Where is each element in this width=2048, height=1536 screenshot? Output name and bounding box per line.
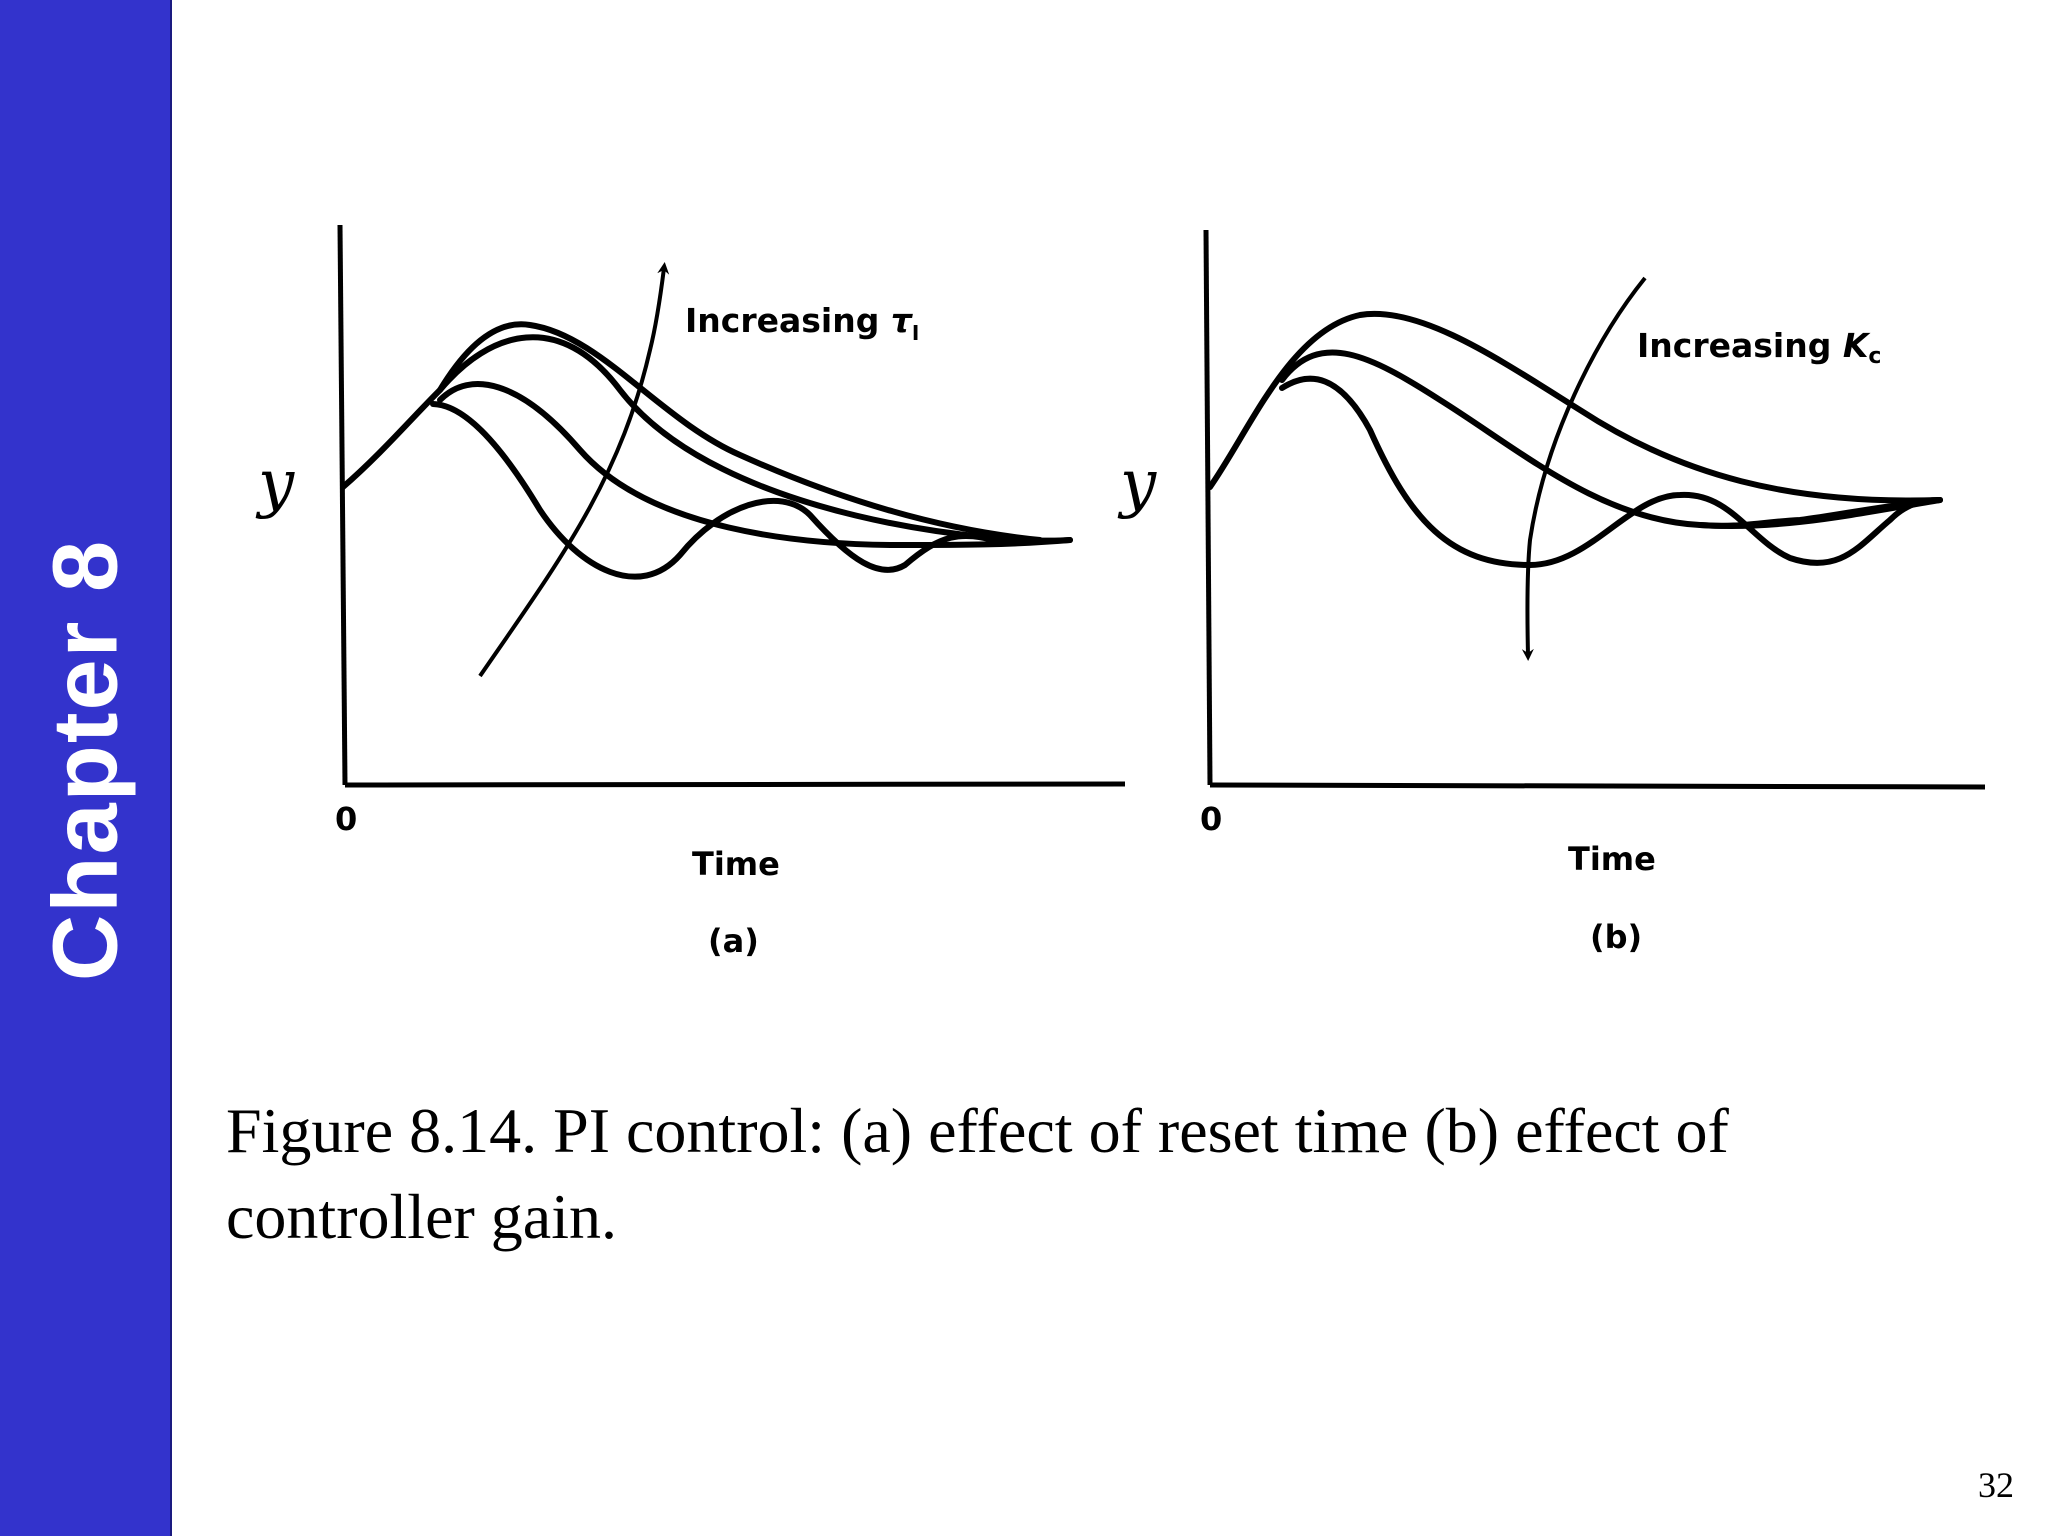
panel-b-annotation: Increasing Kc [1637, 326, 1881, 369]
panel-a-ylabel: y [255, 447, 295, 521]
panel-b-y-axis [1203, 229, 1213, 786]
panel-b-curve-4 [1697, 497, 1943, 529]
panel-a-x-tick-0: 0 [335, 800, 357, 838]
panel-a-curve-4 [437, 321, 1043, 543]
page-number: 32 [1978, 1465, 2014, 1505]
panel-a-annotation-arrow [478, 262, 670, 678]
figure-caption: Figure 8.14. PI control: (a) effect of r… [226, 1095, 1729, 1252]
panel-a-y-axis [337, 224, 348, 786]
panel-b-x-tick-0: 0 [1200, 800, 1222, 838]
panel-a-x-axis [344, 781, 1126, 788]
panel-a-curve-1 [340, 334, 1073, 544]
chapter-sidebar: Chapter 8 [0, 0, 172, 1536]
panel-b-ylabel: y [1117, 447, 1157, 521]
panel-a-annotation: Increasing τI [685, 301, 919, 345]
panel-b-label: (b) [1590, 918, 1642, 956]
panel-a-curve-3 [430, 401, 1003, 580]
panel-b-xlabel: Time [1568, 840, 1656, 878]
panel-b-annotation-arrow [1521, 276, 1647, 661]
panel-a: y 0 Time (a) Increasing τI [255, 224, 1126, 960]
panel-a-curve-2 [437, 381, 1073, 549]
panel-b: y 0 Time (b) Increasing Kc [1117, 229, 1986, 956]
panel-a-xlabel: Time [692, 845, 780, 883]
panel-b-curve-3 [1279, 375, 1943, 569]
panel-b-x-axis [1209, 782, 1986, 790]
panel-a-label: (a) [708, 922, 759, 960]
panel-b-curve-1 [1207, 310, 1943, 504]
